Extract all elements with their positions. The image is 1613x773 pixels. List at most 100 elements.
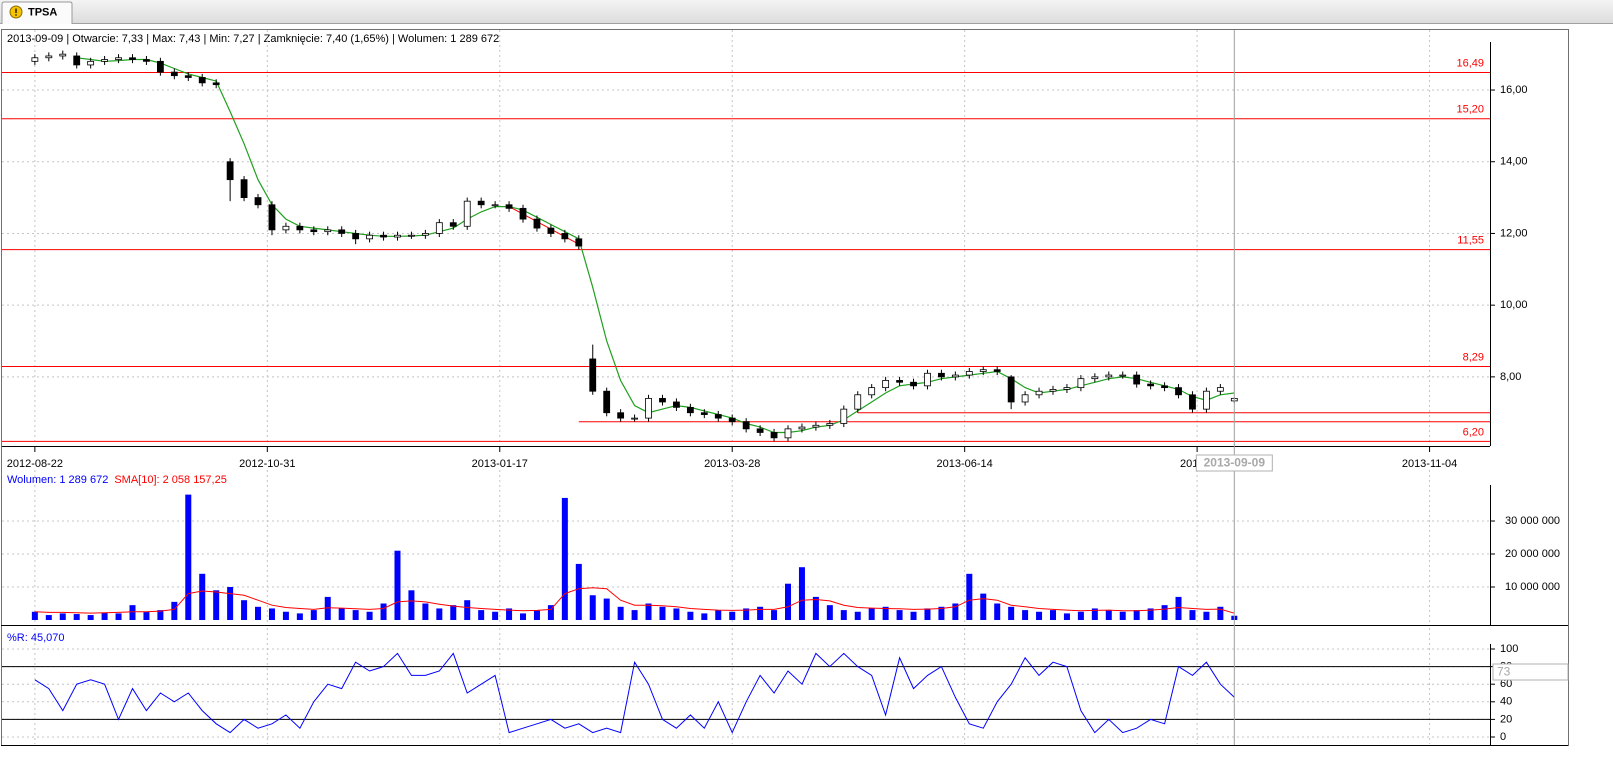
volume-bar [436,608,443,620]
candle-body [910,381,917,387]
candle-body [505,204,513,209]
volume-bar [673,608,680,620]
x-tick-label: 2012-08-22 [7,458,63,470]
volume-bar [115,613,122,620]
candle-body [868,387,876,396]
volume-bar [464,600,471,620]
volume-bar [282,611,289,620]
y-tick-label: 12,00 [1500,227,1528,239]
volume-bar [1189,610,1196,620]
candle-body [603,390,611,414]
candle-body [226,161,234,181]
volume-bar [1203,611,1210,620]
volume-bar [952,603,959,620]
volume-bar [394,550,401,620]
candle-body [324,229,332,233]
candle-body [645,397,652,419]
y-tick-label: 10 000 000 [1505,581,1560,593]
volume-bar [1049,610,1056,620]
volume-bar [338,608,345,620]
candle-body [380,234,387,238]
volume-bar [533,610,540,620]
candle-body [87,60,95,66]
candle-body [617,412,625,419]
candle-body [728,417,736,423]
tab-bar [0,0,1613,24]
candle-body [435,222,443,234]
candle-body [882,380,890,389]
candle-body [240,179,248,198]
candle-body [561,233,569,240]
volume-bar [143,611,150,620]
volume-bar [924,608,931,620]
volume-bar [715,610,722,620]
volume-bar [729,611,736,620]
volume-bar [1175,596,1182,620]
volume-bar [882,606,889,620]
candle-body [463,200,471,227]
volume-bar [31,611,38,620]
y-tick-label: 20 [1500,713,1512,725]
tab[interactable]: TPSA [1,1,73,24]
y-tick-label: 10,00 [1500,299,1528,311]
candle-body [1021,394,1029,403]
candle-body [742,421,750,430]
candle-body [589,358,597,392]
y-tick-label: 100 [1500,643,1518,655]
candle-body [254,197,262,206]
candle-body [1133,374,1141,385]
volume-bar [910,611,917,620]
candle-body [1077,378,1085,389]
volume-bar [687,611,694,620]
candle-body [338,229,346,234]
volume-bar [1105,610,1112,620]
volume-bar [213,590,220,620]
candle-body [212,82,220,86]
candle-body [31,57,39,62]
candle-body [101,59,109,62]
candle-body [449,222,457,227]
candle-body [1091,376,1099,380]
y-tick-label: 8,00 [1500,371,1521,383]
volume-bar [241,600,248,620]
y-tick-label: 0 [1500,731,1506,743]
level-label: 11,55 [1457,234,1484,246]
level-label: 16,49 [1456,57,1484,69]
volume-bar [129,605,136,620]
volume-bar [1091,608,1098,620]
cursor-date-box [1195,454,1273,472]
candle-body [1203,390,1210,410]
candle-body [1007,376,1015,403]
candle-body [170,71,178,77]
candle-body [951,374,959,378]
candle-body [143,59,150,62]
x-tick-label: 2013-11-04 [1402,458,1457,470]
candle-body [1161,385,1168,389]
volume-bar [59,613,66,620]
volume-bar [520,613,527,620]
volume-bar [478,610,485,620]
volume-bar [701,613,708,620]
tab-title[interactable]: TPSA [28,6,57,18]
candle-body [1119,374,1127,377]
candle-body [673,401,680,408]
volume-bar [994,603,1001,620]
candle-body [924,372,931,387]
candle-body [659,397,666,403]
volume-bar [185,494,192,620]
volume-bar [1077,611,1084,620]
volume-bar [1008,606,1015,620]
x-tick-label: 2013-06-14 [937,458,993,470]
candle-body [812,424,820,428]
cursor-date-label: 2013-09-09 [1204,456,1266,470]
volume-bar [617,606,624,620]
candle-body [770,432,778,439]
volume-bar [199,573,206,620]
volume-bar [73,614,80,620]
oscillator-line [34,652,1235,734]
volume-bar [771,610,778,620]
volume-bar [101,612,108,620]
volume-bar [1063,613,1070,620]
y-tick-label: 40 [1500,696,1512,708]
